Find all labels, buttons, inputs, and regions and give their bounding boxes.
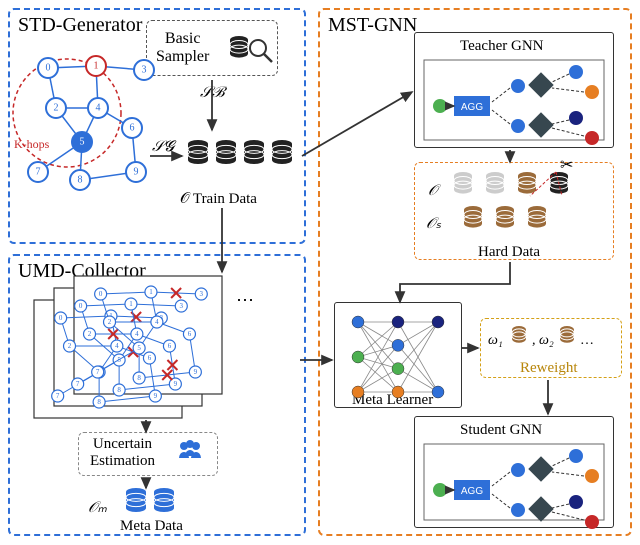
train-data-label: 𝒪 Train Data (180, 190, 257, 208)
sb-symbol: 𝒮ℬ (200, 84, 224, 102)
basic-sampler-label: Basic Sampler (156, 30, 209, 66)
reweight-label: Reweight (520, 360, 578, 377)
panel-dots: ⋯ (236, 290, 254, 311)
teacher-gnn-label: Teacher GNN (460, 38, 544, 55)
umd-collector-title: UMD-Collector (18, 260, 146, 283)
os-symbol: 𝒪ₛ (426, 214, 441, 233)
std-generator-title: STD-Generator (18, 14, 142, 37)
uncertain-estimation-label: Uncertain Estimation (90, 436, 155, 470)
meta-data-label: Meta Data (120, 518, 183, 535)
mst-gnn-title: MST-GNN (328, 14, 417, 37)
student-gnn-label: Student GNN (460, 422, 542, 439)
sg-symbol: 𝒮𝓖 (152, 138, 174, 156)
hard-data-label: Hard Data (478, 244, 540, 261)
umd-collector-box (8, 254, 306, 536)
om-symbol: 𝒪ₘ (88, 498, 107, 517)
meta-learner-label: Meta Learner (352, 392, 433, 409)
o-symbol: 𝒪 (428, 182, 437, 200)
